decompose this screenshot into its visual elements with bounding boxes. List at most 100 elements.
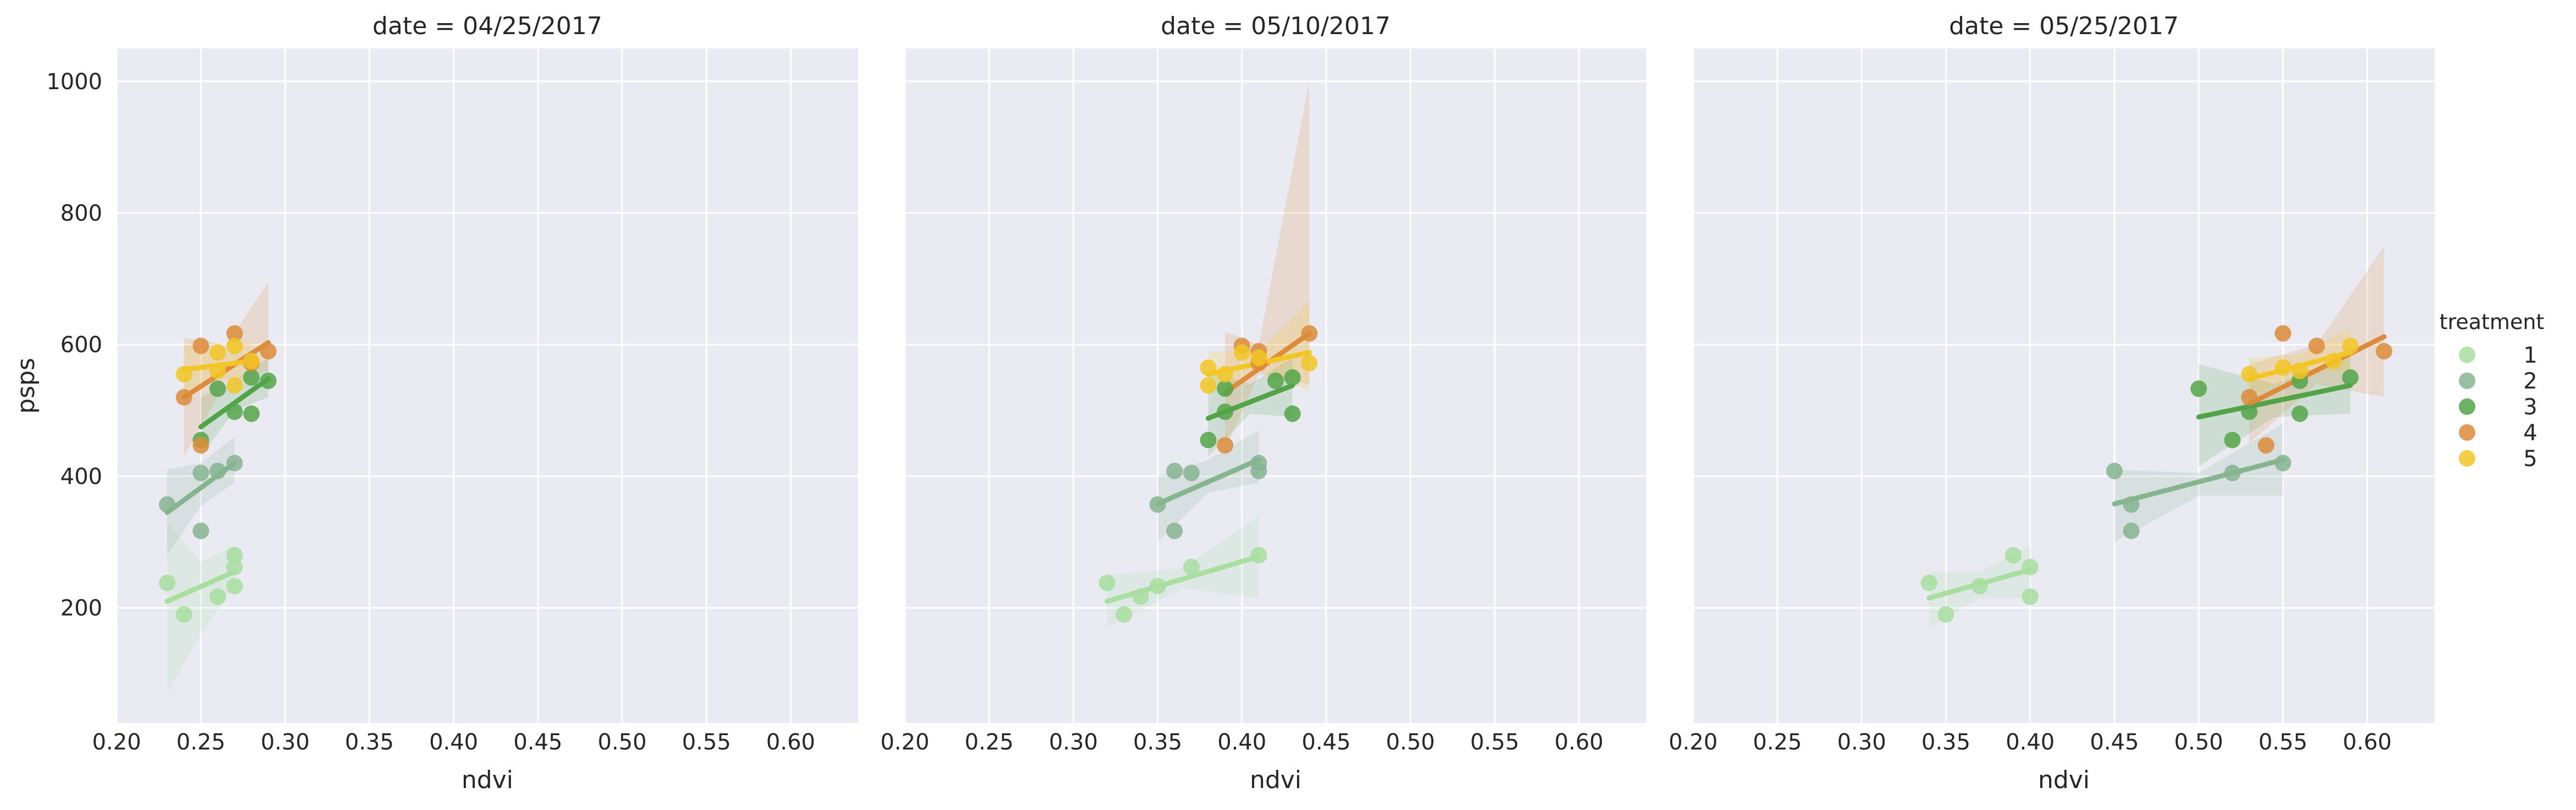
data-point-1 [2022,588,2039,605]
data-point-3 [1217,380,1234,397]
data-point-3 [1217,403,1234,420]
data-point-3 [2190,380,2207,397]
confidence-band-1 [167,522,235,694]
facet-title: date = 05/10/2017 [1161,12,1391,40]
x-tick-label: 0.45 [513,730,562,755]
data-point-4 [2376,343,2393,360]
data-point-5 [226,337,243,354]
data-point-1 [175,606,193,623]
data-point-1 [1098,574,1116,592]
data-point-5 [209,363,226,380]
x-tick-label: 0.45 [1301,730,1350,755]
data-point-5 [2325,353,2342,370]
data-point-1 [1149,578,1166,595]
legend-marker-5 [2459,450,2475,467]
data-point-4 [260,343,277,360]
data-point-5 [1301,354,1318,371]
data-point-4 [175,388,193,406]
y-axis-title: psps [12,358,40,414]
data-point-4 [2275,325,2292,342]
data-point-4 [2241,388,2258,406]
x-tick-label: 0.50 [598,730,647,755]
x-tick-label: 0.20 [880,730,929,755]
confidence-band-2 [1157,430,1259,543]
legend-marker-4 [2459,424,2475,441]
data-point-4 [193,337,210,354]
data-point-1 [1250,546,1267,563]
data-point-2 [2224,464,2241,481]
legend-marker-2 [2459,373,2475,389]
data-point-3 [2241,403,2258,420]
data-point-2 [193,522,210,539]
data-point-3 [226,403,243,420]
data-point-3 [2342,369,2359,386]
x-tick-label: 0.25 [965,730,1014,755]
regression-line-4 [2247,334,2387,407]
x-tick-label: 0.60 [2343,730,2392,755]
data-point-2 [193,464,210,481]
legend-label: 1 [2523,343,2537,368]
y-tick-label: 800 [61,201,102,226]
data-point-3 [243,369,260,386]
data-point-3 [1284,369,1301,386]
data-point-5 [175,366,193,383]
x-axis-title: ndvi [2038,766,2090,794]
x-tick-label: 0.40 [429,730,478,755]
x-tick-label: 0.35 [1133,730,1182,755]
data-point-2 [2123,496,2140,513]
data-point-2 [1166,462,1183,479]
data-point-4 [2258,437,2275,454]
data-point-2 [1149,496,1166,513]
x-tick-label: 0.35 [1921,730,1970,755]
regression-line-1 [1105,554,1261,604]
data-point-2 [226,455,243,472]
data-point-5 [226,377,243,394]
legend-marker-3 [2459,398,2475,415]
y-tick-label: 400 [61,464,102,489]
data-point-5 [2342,337,2359,354]
data-point-2 [1166,522,1183,539]
regression-line-2 [2112,457,2286,507]
data-point-1 [226,578,243,595]
regression-line-2 [1155,457,1261,507]
data-point-3 [243,405,260,422]
data-point-1 [209,588,226,605]
data-point-4 [226,325,243,342]
x-tick-label: 0.50 [2174,730,2223,755]
data-point-5 [1200,359,1217,376]
y-tick-label: 1000 [46,69,102,95]
data-point-1 [1920,574,1937,592]
data-point-5 [2241,366,2258,383]
data-point-4 [1301,325,1318,342]
data-point-1 [1937,606,1954,623]
x-tick-label: 0.50 [1386,730,1435,755]
facet-title: date = 05/25/2017 [1949,12,2179,40]
data-point-5 [1250,349,1267,366]
x-tick-label: 0.60 [766,730,815,755]
x-tick-label: 0.25 [1753,730,1802,755]
x-tick-label: 0.45 [2090,730,2139,755]
data-point-1 [2022,559,2039,576]
data-point-2 [2123,522,2140,539]
data-point-2 [1183,464,1200,481]
data-point-5 [1233,344,1250,361]
data-point-3 [1200,431,1217,448]
data-point-5 [243,353,260,370]
x-tick-label: 0.20 [92,730,141,755]
y-tick-label: 200 [61,596,102,621]
data-point-4 [1217,437,1234,454]
x-tick-label: 0.25 [177,730,226,755]
data-point-2 [2106,462,2123,479]
data-point-4 [193,437,210,454]
data-point-5 [1200,377,1217,394]
regression-line-4 [182,340,271,400]
data-point-1 [158,574,175,592]
x-tick-label: 0.30 [261,730,310,755]
data-point-5 [1217,366,1234,383]
x-tick-label: 0.30 [1837,730,1886,755]
data-point-2 [1250,462,1267,479]
data-point-1 [226,546,243,563]
regression-line-3 [2196,382,2353,420]
data-point-2 [2275,455,2292,472]
